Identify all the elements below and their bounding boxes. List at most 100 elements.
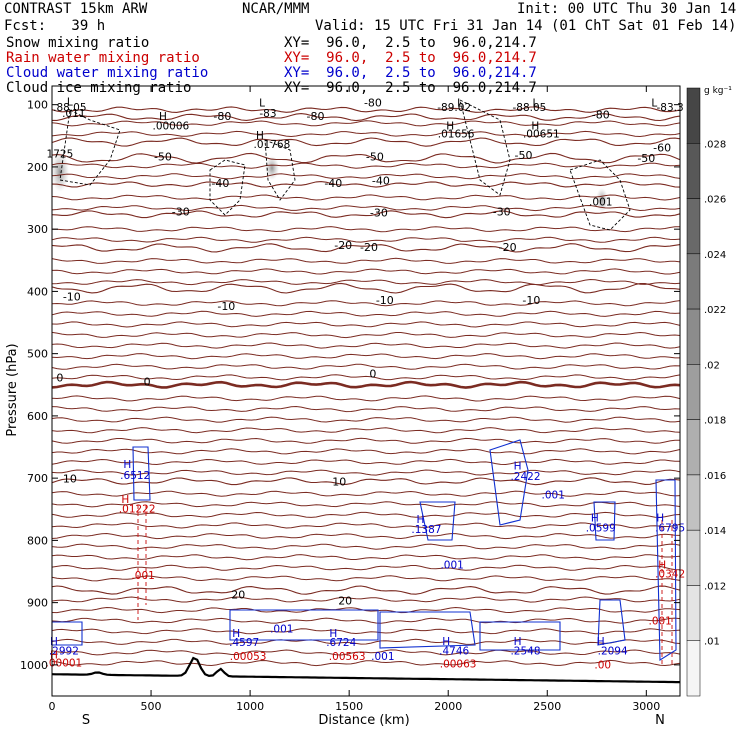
colorbar-swatch: [686, 640, 701, 697]
field-xy-rain: XY= 96.0, 2.5 to 96.0,214.7: [284, 50, 537, 66]
isotherm-line: [51, 374, 681, 381]
x-tick-label: 500: [141, 700, 162, 713]
isotherm-label: -20: [499, 241, 517, 254]
extremum-label: .4597: [229, 637, 259, 649]
y-tick-label: 200: [27, 161, 48, 174]
isotherm-label: -80: [364, 97, 382, 110]
x-tick-label: 2000: [434, 700, 462, 713]
extremum-label: H: [417, 514, 425, 526]
isotherm-line: [51, 395, 681, 402]
extremum-label: .2548: [510, 645, 540, 657]
cloud-ice-outline: [569, 159, 631, 231]
extremum-label: .001: [371, 651, 394, 663]
field-xy-cloud-water: XY= 96.0, 2.5 to 96.0,214.7: [284, 65, 537, 81]
isotherm-line: [51, 575, 681, 582]
isotherm-label: -10: [376, 294, 394, 307]
extremum-label: .001: [131, 570, 154, 582]
field-xy-cloud-ice: XY= 96.0, 2.5 to 96.0,214.7: [284, 80, 537, 96]
isotherm-line: [51, 152, 681, 164]
isotherm-line: [51, 659, 681, 667]
isotherm-line: [51, 278, 681, 286]
extremum-label: H: [50, 650, 58, 662]
extremum-label: .00563: [329, 651, 366, 663]
colorbar-unit: g kg⁻¹: [704, 86, 732, 96]
extremum-label: L: [67, 96, 73, 108]
cloud-water-contour: [132, 446, 151, 501]
extremum-label: H: [123, 459, 131, 471]
cloud-water-contour: [379, 611, 476, 649]
x-tick-label: 0: [49, 700, 56, 713]
isotherm-line: [51, 427, 681, 434]
colorbar-tick-label: .01: [704, 637, 720, 648]
y-tick-label: 700: [27, 472, 48, 485]
isotherm-label: 20: [231, 588, 245, 601]
extremum-label: .00006: [152, 121, 189, 133]
colorbar-swatch: [686, 585, 701, 641]
isotherm-line: [51, 282, 681, 294]
isotherm-line: [51, 543, 681, 550]
isotherm-line: [51, 321, 681, 328]
isotherm-line: [51, 448, 681, 455]
extremum-label: .01656: [438, 129, 475, 141]
field-label-cloud-water: Cloud water mixing ratio: [6, 65, 209, 81]
extremum-label: .00651: [523, 129, 560, 141]
extremum-label: H: [658, 559, 666, 571]
extremum-label: -89.02: [437, 102, 471, 114]
extremum-label: L: [532, 98, 538, 110]
isotherm-line: [51, 511, 681, 518]
isotherm-line: [51, 638, 681, 645]
isotherm-label: -80: [213, 110, 231, 123]
extremum-label: -88.05: [513, 102, 547, 114]
isotherm-label: -40: [324, 177, 342, 190]
colorbar-tick-label: .018: [704, 416, 726, 427]
cloud-water-contour: [489, 439, 529, 526]
isotherm-label: -80: [592, 108, 610, 121]
terrain-line: [51, 656, 680, 684]
isotherm-line: [51, 617, 681, 624]
isotherm-line: [51, 469, 681, 476]
isotherm-line: [51, 243, 681, 253]
isotherm-line: [51, 162, 681, 169]
x-tick-label: 1500: [335, 700, 363, 713]
field-label-cloud-ice: Cloud ice mixing ratio: [6, 80, 192, 96]
isotherm-line: [51, 501, 681, 508]
cloud-ice-outline: [209, 159, 246, 216]
cloud-water-contour: [51, 621, 83, 646]
colorbar-tick-label: .016: [704, 471, 726, 482]
isotherm-line: [51, 342, 681, 349]
isotherm-line: [51, 532, 681, 540]
x-axis-label: Distance (km): [318, 713, 409, 728]
extremum-label: .1387: [411, 524, 441, 536]
isotherm-label: -80: [306, 110, 324, 123]
isotherm-line: [51, 522, 681, 529]
isotherm-line: [51, 458, 680, 466]
isotherm-label: -10: [522, 294, 540, 307]
extremum-label: .2094: [598, 645, 628, 657]
isotherm-line: [51, 310, 681, 317]
center-label: NCAR/MMM: [242, 1, 310, 17]
isotherm-line: [51, 210, 681, 219]
isotherm-label: -20: [334, 239, 352, 252]
extremum-label: 1725: [47, 149, 74, 161]
extremum-label: H: [591, 513, 599, 525]
extremum-label: .00053: [230, 651, 267, 663]
extremum-label: -83: [259, 108, 276, 120]
extremum-label: H: [531, 121, 539, 133]
isotherm-label: -20: [360, 241, 378, 254]
isotherm-label: -40: [372, 174, 390, 187]
valid-time: Valid: 15 UTC Fri 31 Jan 14 (01 ChT Sat …: [315, 18, 737, 34]
colorbar-tick-label: .02: [704, 360, 720, 371]
colorbar-tick-label: .014: [704, 526, 726, 537]
extremum-label: H: [442, 636, 450, 648]
isotherm-line: [51, 649, 681, 656]
isotherm-label: 10: [332, 476, 346, 489]
extremum-label: H: [597, 636, 605, 648]
y-tick-label: 900: [27, 597, 48, 610]
snow-blob: [265, 156, 279, 180]
y-axis-label: Pressure (hPa): [5, 343, 20, 436]
isotherm-label: -30: [493, 205, 511, 218]
colorbar-tick-label: .028: [704, 139, 726, 150]
y-tick-label: 1000: [20, 659, 48, 672]
y-tick-label: 600: [27, 410, 48, 423]
